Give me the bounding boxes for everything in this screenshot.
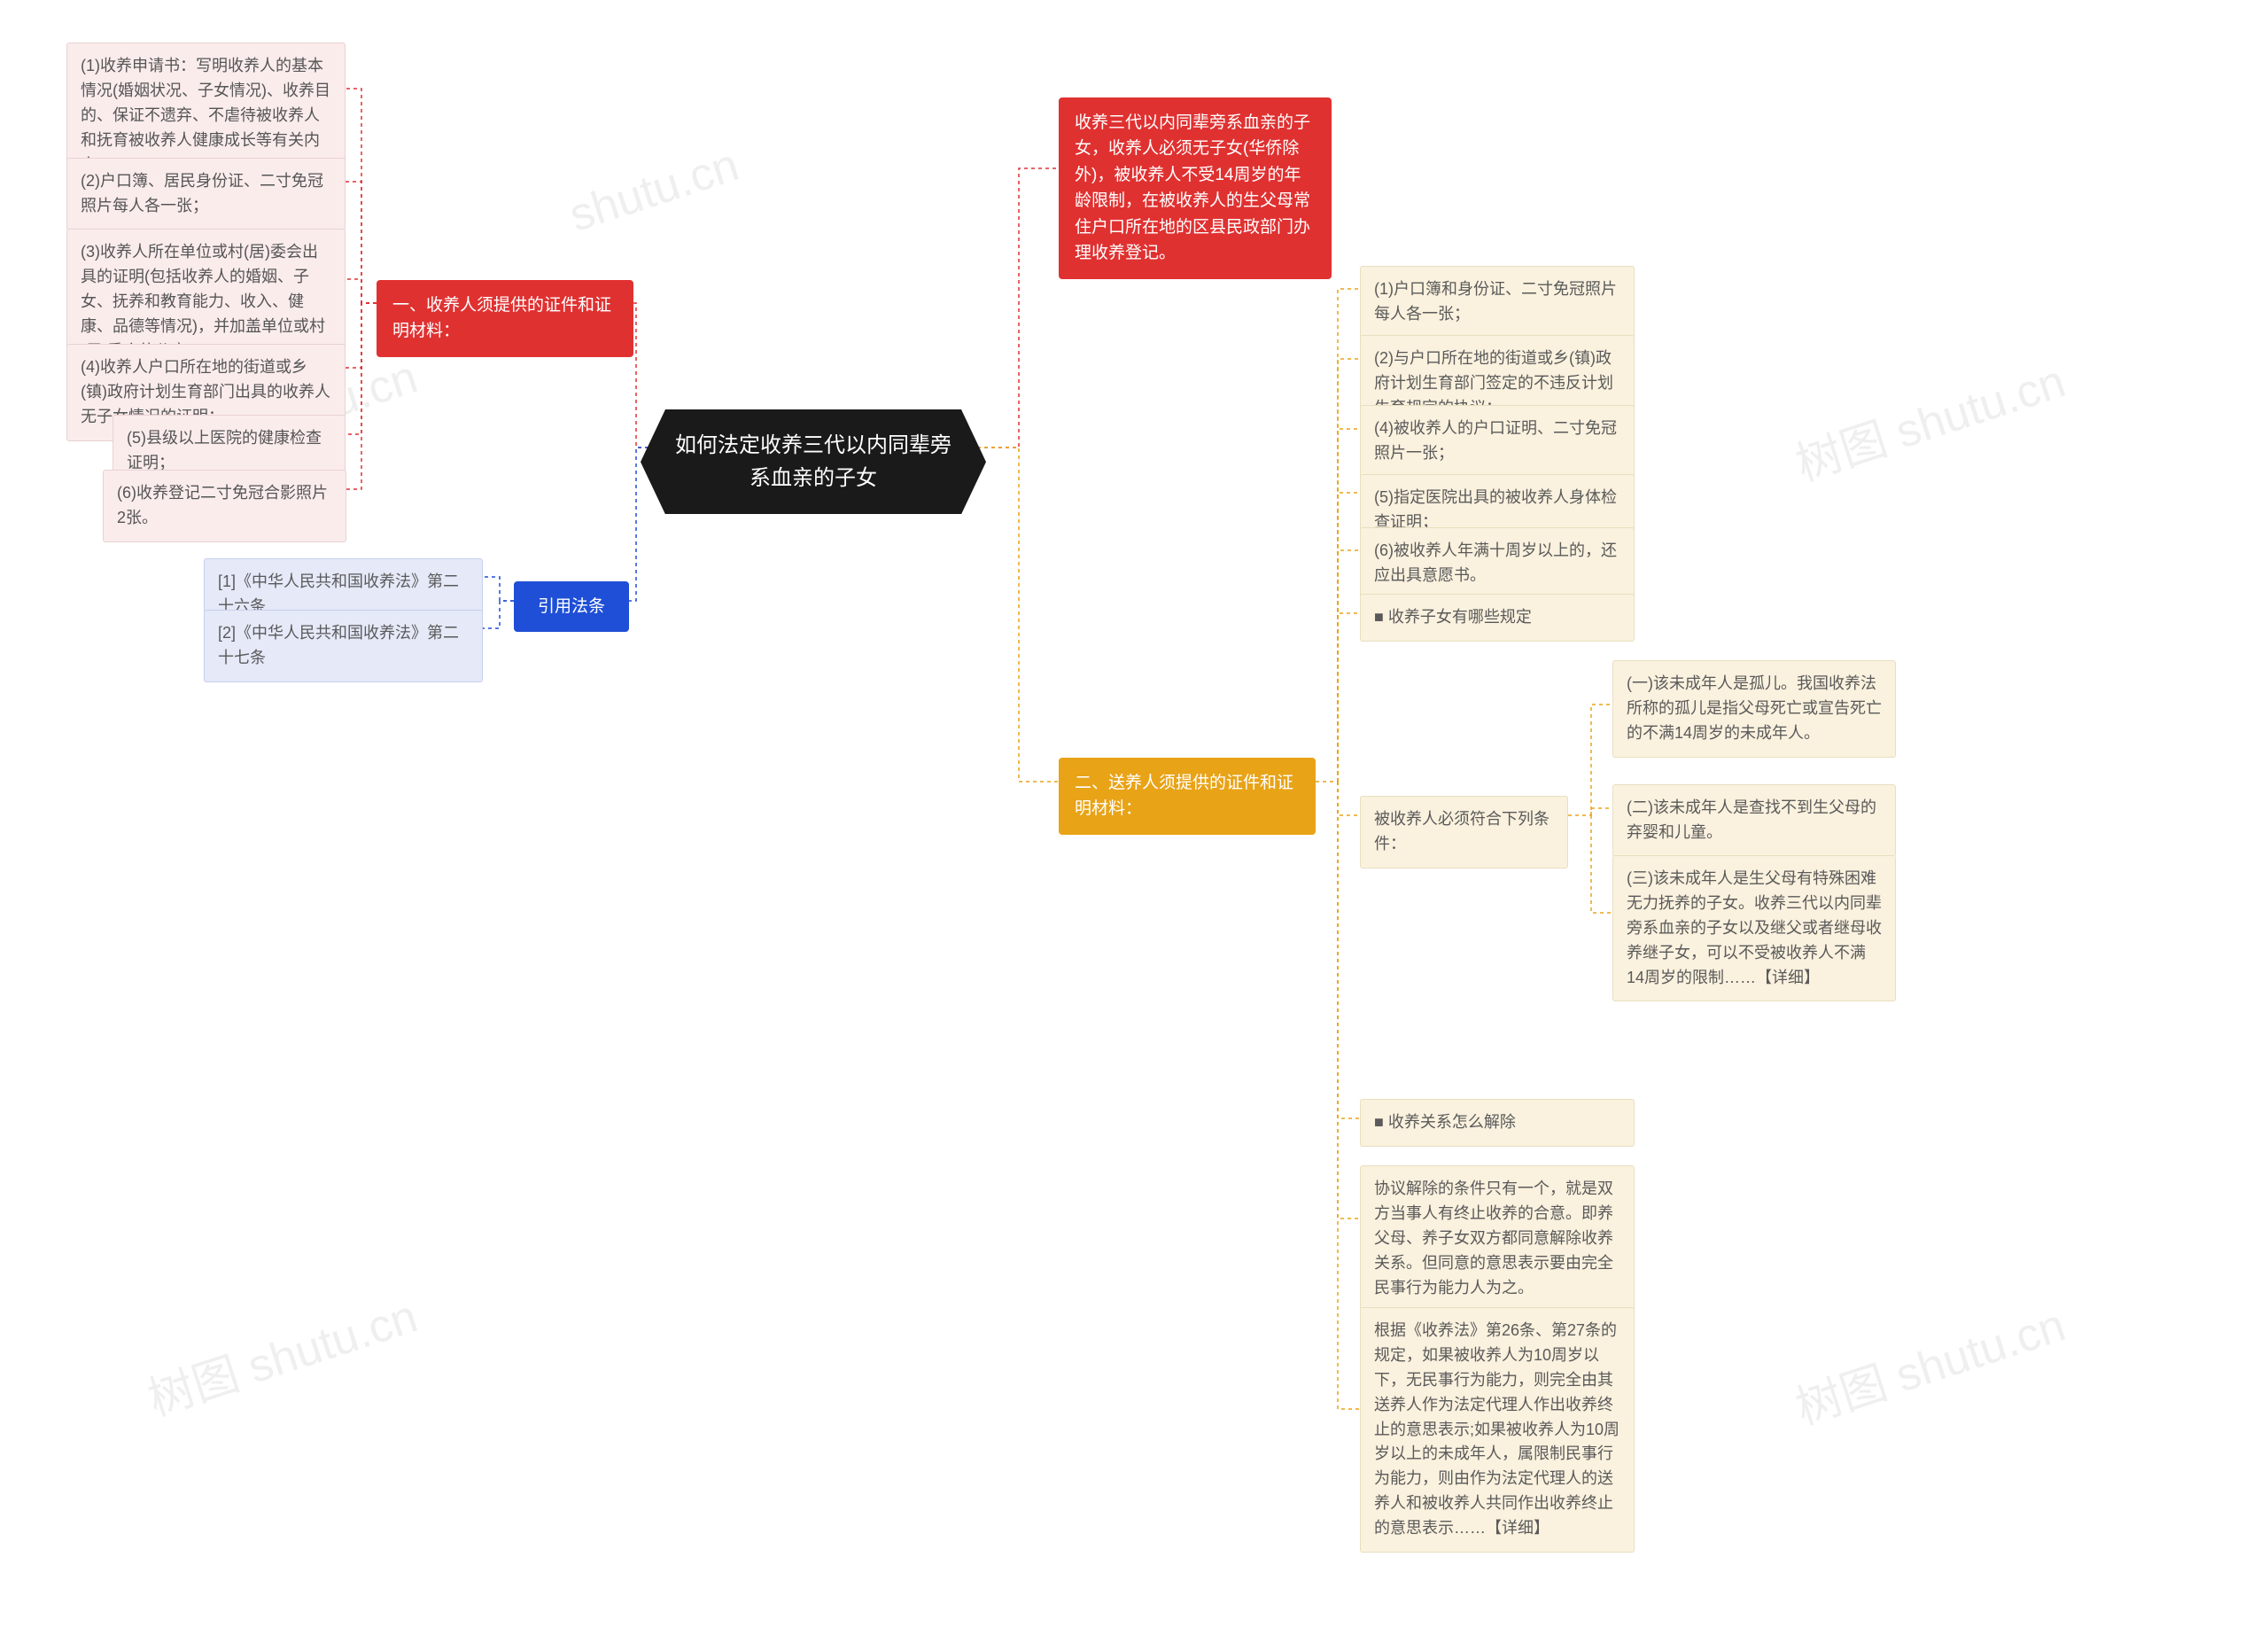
leaf-item: ■ 收养关系怎么解除 (1360, 1099, 1635, 1147)
leaf-item: (1)户口簿和身份证、二寸免冠照片每人各一张； (1360, 266, 1635, 339)
branch-summary[interactable]: 收养三代以内同辈旁系血亲的子女，收养人必须无子女(华侨除外)，被收养人不受14周… (1059, 97, 1332, 279)
sub-conditions[interactable]: 被收养人必须符合下列条件： (1360, 796, 1568, 868)
branch-sender-docs[interactable]: 二、送养人须提供的证件和证明材料： (1059, 758, 1316, 835)
leaf-item: (4)被收养人的户口证明、二寸免冠照片一张； (1360, 405, 1635, 478)
branch-adopter-docs[interactable]: 一、收养人须提供的证件和证明材料： (377, 280, 633, 357)
watermark: shutu.cn (563, 138, 745, 243)
watermark: 树图 shutu.cn (1786, 344, 2072, 494)
leaf-item: [2]《中华人民共和国收养法》第二十七条 (204, 610, 483, 682)
watermark: 树图 shutu.cn (138, 1279, 424, 1429)
leaf-item: (一)该未成年人是孤儿。我国收养法所称的孤儿是指父母死亡或宣告死亡的不满14周岁… (1612, 660, 1896, 758)
leaf-item: (二)该未成年人是查找不到生父母的弃婴和儿童。 (1612, 784, 1896, 857)
leaf-item: 协议解除的条件只有一个，就是双方当事人有终止收养的合意。即养父母、养子女双方都同… (1360, 1165, 1635, 1312)
leaf-item: (三)该未成年人是生父母有特殊困难无力抚养的子女。收养三代以内同辈旁系血亲的子女… (1612, 855, 1896, 1001)
leaf-item: 根据《收养法》第26条、第27条的规定，如果被收养人为10周岁以下，无民事行为能… (1360, 1307, 1635, 1553)
root-node[interactable]: 如何法定收养三代以内同辈旁系血亲的子女 (641, 409, 986, 514)
leaf-item: (6)收养登记二寸免冠合影照片2张。 (103, 470, 346, 542)
leaf-item: ■ 收养子女有哪些规定 (1360, 594, 1635, 642)
watermark: 树图 shutu.cn (1786, 1288, 2072, 1437)
branch-citations[interactable]: 引用法条 (514, 581, 629, 632)
leaf-item: (2)户口簿、居民身份证、二寸免冠照片每人各一张； (66, 158, 346, 230)
leaf-item: (6)被收养人年满十周岁以上的，还应出具意愿书。 (1360, 527, 1635, 600)
